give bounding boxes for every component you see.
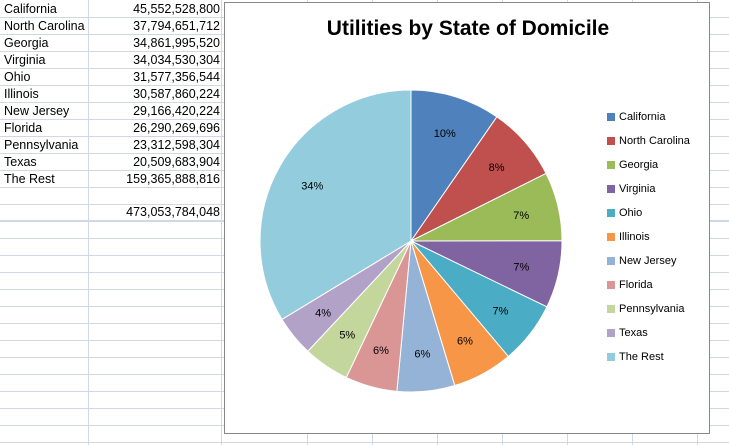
- data-label: 7%: [492, 306, 508, 318]
- state-cell[interactable]: Illinois: [4, 87, 39, 101]
- value-cell[interactable]: 23,312,598,304: [133, 138, 220, 152]
- data-label: 4%: [315, 307, 331, 319]
- pie-chart[interactable]: Utilities by State of Domicile 10% 8% 7% 7%…: [224, 2, 710, 434]
- data-label: 5%: [339, 330, 355, 342]
- value-cell[interactable]: 30,587,860,224: [133, 87, 220, 101]
- total-cell[interactable]: 473,053,784,048: [126, 205, 220, 219]
- chart-title: Utilities by State of Domicile: [326, 17, 610, 40]
- state-cell[interactable]: California: [4, 2, 57, 16]
- data-label: 8%: [489, 162, 505, 174]
- pie-slice-california[interactable]: [410, 89, 498, 243]
- empty-row[interactable]: [0, 426, 729, 443]
- legend-label: Texas: [619, 327, 648, 339]
- column-divider: [88, 0, 89, 445]
- data-label: 6%: [457, 336, 473, 348]
- legend-swatch: [607, 257, 615, 265]
- pie-slice-the-rest[interactable]: [259, 89, 412, 321]
- legend-swatch: [607, 233, 615, 241]
- data-label: 7%: [513, 210, 529, 222]
- value-cell[interactable]: 34,034,530,304: [133, 53, 220, 67]
- legend-label: Ohio: [619, 207, 643, 219]
- legend-label: New Jersey: [619, 255, 677, 267]
- value-cell[interactable]: 45,552,528,800: [133, 2, 220, 16]
- value-cell[interactable]: 26,290,269,696: [133, 121, 220, 135]
- state-cell[interactable]: The Rest: [4, 172, 55, 186]
- legend-label: California: [619, 111, 666, 123]
- data-label: 7%: [513, 261, 529, 273]
- legend-swatch: [607, 329, 615, 337]
- value-cell[interactable]: 37,794,651,712: [133, 19, 220, 33]
- state-cell[interactable]: Georgia: [4, 36, 49, 50]
- legend-label: Florida: [619, 279, 653, 291]
- legend-swatch: [607, 161, 615, 169]
- state-cell[interactable]: Ohio: [4, 70, 31, 84]
- value-cell[interactable]: 159,365,888,816: [126, 172, 220, 186]
- state-cell[interactable]: Virginia: [4, 53, 46, 67]
- legend-swatch: [607, 113, 615, 121]
- value-cell[interactable]: 20,509,683,904: [133, 155, 220, 169]
- legend-swatch: [607, 353, 615, 361]
- data-label: 10%: [434, 128, 456, 140]
- legend-swatch: [607, 137, 615, 145]
- legend-swatch: [607, 281, 615, 289]
- state-cell[interactable]: Texas: [4, 155, 37, 169]
- legend-swatch: [607, 185, 615, 193]
- legend-swatch: [607, 305, 615, 313]
- data-label: 34%: [301, 180, 323, 192]
- legend-label: Georgia: [619, 159, 659, 171]
- state-cell[interactable]: North Carolina: [4, 19, 85, 33]
- data-label: 6%: [414, 349, 430, 361]
- legend-label: Virginia: [619, 183, 656, 195]
- state-cell[interactable]: Florida: [4, 121, 43, 135]
- legend-label: The Rest: [619, 351, 664, 363]
- data-label: 6%: [373, 345, 389, 357]
- column-divider: [221, 0, 222, 445]
- value-cell[interactable]: 29,166,420,224: [133, 104, 220, 118]
- pie-svg: 10% 8% 7% 7% 7% 6% 6% 6% 5% 4% 34%: [259, 89, 563, 393]
- value-cell[interactable]: 31,577,356,544: [133, 70, 220, 84]
- state-cell[interactable]: New Jersey: [4, 104, 70, 118]
- legend-label: Illinois: [619, 231, 650, 243]
- value-cell[interactable]: 34,861,995,520: [133, 36, 220, 50]
- state-cell[interactable]: Pennsylvania: [4, 138, 79, 152]
- legend-label: Pennsylvania: [619, 303, 685, 315]
- legend-swatch: [607, 209, 615, 217]
- legend-label: North Carolina: [619, 135, 690, 147]
